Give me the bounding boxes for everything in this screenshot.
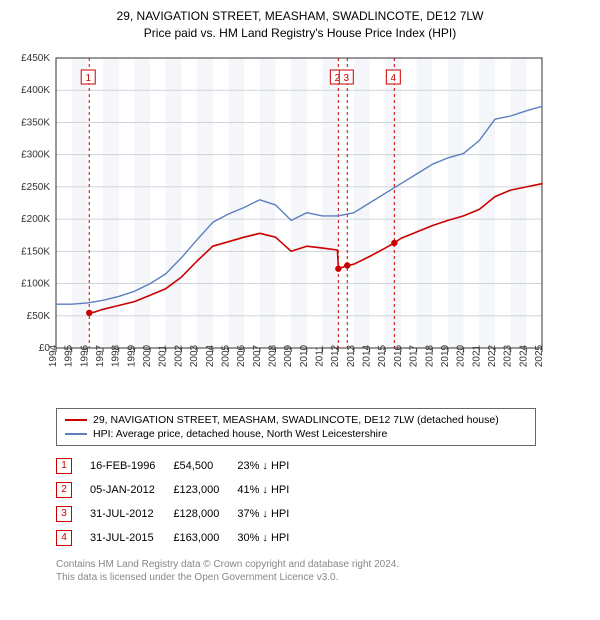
svg-text:£250K: £250K: [21, 181, 50, 192]
footer-line1: Contains HM Land Registry data © Crown c…: [56, 558, 592, 571]
table-row: 4 31-JUL-2015£163,00030% ↓ HPI: [56, 526, 307, 550]
sale-delta: 37% ↓ HPI: [237, 502, 307, 526]
sale-date: 16-FEB-1996: [90, 454, 173, 478]
svg-text:£400K: £400K: [21, 85, 50, 96]
sale-date: 31-JUL-2015: [90, 526, 173, 550]
legend: 29, NAVIGATION STREET, MEASHAM, SWADLINC…: [56, 408, 536, 446]
table-row: 2 05-JAN-2012£123,00041% ↓ HPI: [56, 478, 307, 502]
svg-text:4: 4: [391, 73, 397, 84]
svg-text:3: 3: [344, 73, 350, 84]
sale-marker-icon: 2: [56, 482, 72, 498]
chart-title-line1: 29, NAVIGATION STREET, MEASHAM, SWADLINC…: [8, 8, 592, 25]
sale-marker-icon: 3: [56, 506, 72, 522]
sale-price: £128,000: [173, 502, 237, 526]
legend-item: HPI: Average price, detached house, Nort…: [65, 427, 527, 441]
sale-delta: 23% ↓ HPI: [237, 454, 307, 478]
table-row: 3 31-JUL-2012£128,00037% ↓ HPI: [56, 502, 307, 526]
sales-table: 1 16-FEB-1996£54,50023% ↓ HPI 2 05-JAN-2012…: [56, 454, 307, 550]
sale-marker-icon: 1: [56, 458, 72, 474]
svg-text:£100K: £100K: [21, 278, 50, 289]
svg-text:£200K: £200K: [21, 214, 50, 225]
footer: Contains HM Land Registry data © Crown c…: [56, 558, 592, 584]
legend-swatch: [65, 419, 87, 421]
svg-text:£50K: £50K: [27, 310, 51, 321]
table-row: 1 16-FEB-1996£54,50023% ↓ HPI: [56, 454, 307, 478]
svg-text:1: 1: [85, 73, 91, 84]
sale-delta: 41% ↓ HPI: [237, 478, 307, 502]
chart-title-line2: Price paid vs. HM Land Registry's House …: [8, 25, 592, 42]
sale-delta: 30% ↓ HPI: [237, 526, 307, 550]
legend-label: 29, NAVIGATION STREET, MEASHAM, SWADLINC…: [93, 414, 499, 426]
chart: £0£50K£100K£150K£200K£250K£300K£350K£400…: [8, 48, 592, 398]
sale-date: 05-JAN-2012: [90, 478, 173, 502]
legend-label: HPI: Average price, detached house, Nort…: [93, 428, 387, 440]
sale-marker-icon: 4: [56, 530, 72, 546]
sale-price: £123,000: [173, 478, 237, 502]
svg-text:£150K: £150K: [21, 246, 50, 257]
svg-text:£450K: £450K: [21, 53, 50, 64]
sale-date: 31-JUL-2012: [90, 502, 173, 526]
legend-item: 29, NAVIGATION STREET, MEASHAM, SWADLINC…: [65, 413, 527, 427]
sale-price: £163,000: [173, 526, 237, 550]
footer-line2: This data is licensed under the Open Gov…: [56, 571, 592, 584]
sale-price: £54,500: [173, 454, 237, 478]
legend-swatch: [65, 433, 87, 435]
svg-text:£300K: £300K: [21, 149, 50, 160]
svg-text:£350K: £350K: [21, 117, 50, 128]
